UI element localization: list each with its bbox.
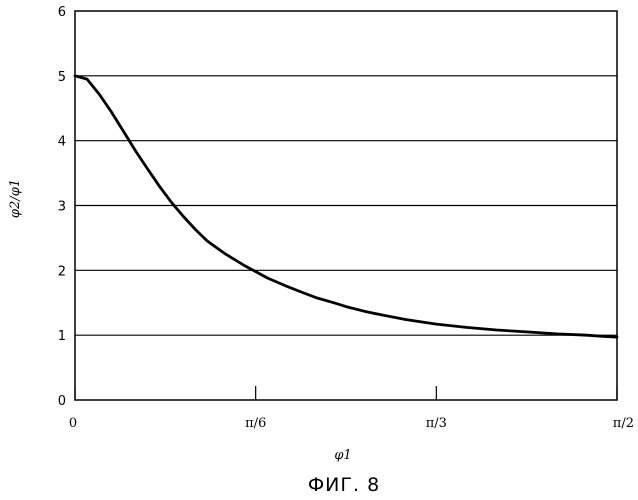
- y-tick-label: 4: [58, 135, 66, 150]
- y-tick-label: 1: [58, 329, 66, 344]
- axis-ticks: 0 1 2 3 4 5 6 0 π/6 π/3 π/2: [58, 5, 634, 431]
- grid-lines: [75, 76, 617, 335]
- figure-caption: ФИГ. 8: [0, 474, 638, 496]
- y-tick-label: 3: [58, 200, 66, 215]
- y-tick-label: 2: [58, 264, 66, 279]
- x-tick-label: π/2: [613, 416, 634, 431]
- y-tick-label: 6: [58, 5, 66, 20]
- x-tick-label: π/6: [245, 416, 266, 431]
- y-tick-label: 0: [58, 394, 66, 409]
- y-axis-label: φ2/φ1: [8, 179, 23, 218]
- series-layer: [75, 76, 617, 337]
- y-tick-label: 5: [58, 70, 66, 85]
- x-axis-label: φ1: [334, 448, 351, 463]
- x-tick-label: π/3: [426, 416, 447, 431]
- series-line-0: [75, 76, 617, 337]
- x-tick-label: 0: [69, 416, 77, 431]
